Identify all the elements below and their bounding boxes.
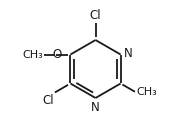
- Text: N: N: [91, 101, 100, 114]
- Text: CH₃: CH₃: [22, 50, 43, 59]
- Text: CH₃: CH₃: [136, 87, 157, 97]
- Text: O: O: [52, 48, 61, 61]
- Text: Cl: Cl: [90, 9, 101, 22]
- Text: N: N: [124, 47, 132, 60]
- Text: Cl: Cl: [42, 94, 53, 107]
